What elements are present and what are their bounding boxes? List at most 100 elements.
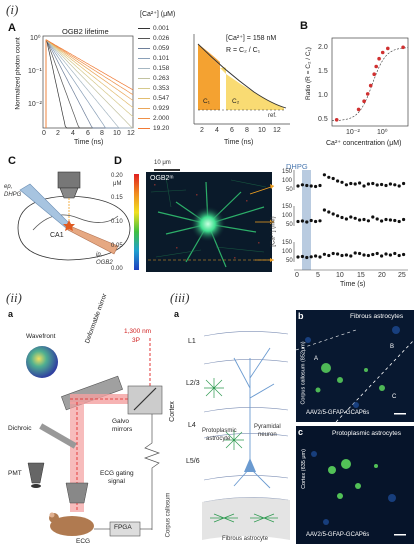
trace-point <box>305 255 309 260</box>
data-point <box>372 72 376 76</box>
panel-a-xtick-0: 0 <box>42 130 46 137</box>
trace-point <box>314 219 318 224</box>
trace-point <box>358 251 362 256</box>
panel-d-xtick-2: 10 <box>336 272 344 279</box>
trace-point <box>327 210 331 214</box>
trace-point <box>322 173 326 177</box>
galvo-label: Galvo <box>112 418 129 425</box>
b-label-c: C <box>392 394 397 400</box>
inset-c2-label: C₂ <box>232 98 240 105</box>
decay-curve <box>45 39 134 128</box>
trace-point <box>380 254 384 258</box>
inset-c1-label: C₁ <box>203 98 210 105</box>
trace-point <box>371 252 375 257</box>
c-footer: AAV2/5-GFAP-GCAP6s <box>306 532 370 538</box>
panel-b-ytick-1: 1.0 <box>318 92 328 99</box>
panel-a-xtick-6: 12 <box>127 130 135 137</box>
b-side-label: Corpus callosum (852μm) <box>300 341 307 405</box>
panel-b-ytick-2: 1.5 <box>318 68 328 75</box>
panel-b-ylabel: Ratio (R = C₂ / C₁) <box>304 47 312 100</box>
roi-arrows <box>249 184 275 262</box>
calcium-image: OGB2ᵐ <box>146 172 272 272</box>
trace3-ytick-0: 150 <box>282 240 293 246</box>
trace-point <box>296 255 300 259</box>
trace-point <box>353 251 357 255</box>
panel-a-xtick-3: 6 <box>86 130 90 137</box>
trace2-ytick-2: 50 <box>286 222 293 228</box>
decay-curve <box>45 39 133 129</box>
trace-point <box>353 182 357 186</box>
decay-curve <box>45 39 134 128</box>
inset-xtick-4: 10 <box>258 127 266 134</box>
section-label-i: (i) <box>6 2 19 17</box>
trace-point <box>336 214 340 218</box>
trace-point <box>362 184 366 188</box>
legend-item: 0.001 <box>138 25 169 32</box>
legend-swatch <box>138 77 150 80</box>
inset-xtick-2: 6 <box>230 127 234 134</box>
corpus-side-label: Corpus callosum <box>165 492 172 538</box>
scale-bar <box>154 169 180 171</box>
trace-point <box>322 208 326 212</box>
panel-b-ytick-3: 2.0 <box>318 44 328 51</box>
panel-d-xtick-0: 0 <box>295 272 299 279</box>
c-side-label: Cortex (635 μm) <box>300 449 307 489</box>
trace-point <box>318 183 322 188</box>
trace-point <box>300 183 304 187</box>
cortex-side-label: Cortex <box>168 401 176 422</box>
colorbar-tick-1: 0.15 <box>111 195 123 201</box>
dhpg-bar-label: DHPG <box>286 162 308 171</box>
dichroic-label: Dichroic <box>8 425 32 432</box>
pmt-label: PMT <box>8 470 22 477</box>
legend-swatch <box>138 87 150 90</box>
legend-title: [Ca²⁺] (μM) <box>140 11 176 18</box>
legend-item: 0.353 <box>138 85 169 92</box>
trace-point <box>375 251 379 256</box>
b-label-a: A <box>314 356 319 362</box>
trace1-ytick-2: 50 <box>286 187 293 193</box>
data-point <box>386 46 390 51</box>
trace-point <box>380 182 384 187</box>
fibrous-astrocyte-image: Fibrous astrocytes A B C AAV2/5-GFAP-GCA… <box>296 310 414 422</box>
trace-point <box>371 215 375 219</box>
legend-label: 0.263 <box>153 75 170 82</box>
trace-point <box>331 251 335 256</box>
trace-point <box>349 181 353 186</box>
inset-ratio-text: R = C₂ / C₁ <box>226 47 261 54</box>
trace-point <box>397 219 401 224</box>
trace3-ytick-1: 100 <box>282 249 293 255</box>
panel-a-xtick-2: 4 <box>71 130 75 137</box>
inset-xlabel: Time (ns) <box>224 139 254 146</box>
data-point <box>334 118 339 122</box>
data-point <box>401 45 405 50</box>
trace-point <box>358 181 362 185</box>
legend-label: 0.026 <box>153 35 170 42</box>
trace-point <box>388 253 392 257</box>
data-point <box>365 92 370 96</box>
data-point <box>362 99 366 103</box>
decay-curve <box>45 39 133 129</box>
decay-curve <box>45 39 134 129</box>
panel-a-xtick-4: 8 <box>100 130 104 137</box>
trace-point <box>366 182 370 186</box>
trace-point <box>314 254 318 258</box>
panel-d-xtick-5: 25 <box>398 272 406 279</box>
laser-wavelength-label: 1,300 nm <box>124 328 152 335</box>
panel-c-dhpg: DHPG <box>4 192 22 198</box>
colorbar-unit: μM <box>113 181 122 187</box>
trace-point <box>371 181 375 186</box>
concentration-legend: 0.001 0.026 0.059 0.101 0.158 0.263 0.353 0.547… <box>138 25 183 135</box>
colorbar-tick-0: 0.20 <box>111 173 123 179</box>
legend-label: 0.158 <box>153 65 170 72</box>
legend-item: 0.929 <box>138 105 169 112</box>
trace-point <box>393 218 397 223</box>
layer-l1: L1 <box>188 338 196 345</box>
inset-xtick-5: 12 <box>273 127 281 134</box>
panel-iii-a-letter: a <box>174 309 180 319</box>
legend-item: 0.263 <box>138 75 169 82</box>
panel-d-xtick-1: 5 <box>316 272 320 279</box>
layer-l4: L4 <box>188 422 196 429</box>
colorbar-tick-2: 0.10 <box>111 219 123 225</box>
trace-point <box>305 183 309 188</box>
legend-item: 0.547 <box>138 95 169 102</box>
